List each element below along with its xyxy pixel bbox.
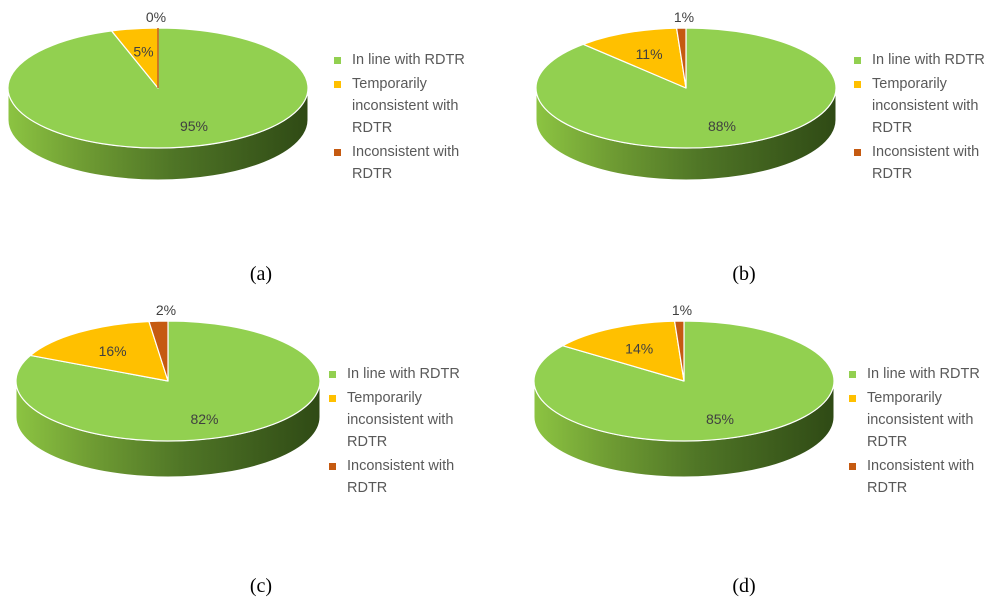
legend-swatch-inconsistent	[329, 463, 336, 470]
legend-swatch-inline	[849, 371, 856, 378]
legend-label-inline: In line with RDTR	[867, 366, 980, 382]
legend-b: In line with RDTR Temporarily inconsisten…	[850, 49, 985, 187]
legend-label-inconsistent-1: Inconsistent with	[867, 458, 975, 474]
data-label: 0%	[146, 9, 166, 25]
data-label: 85%	[706, 411, 734, 427]
legend-swatch-inline	[334, 57, 341, 64]
legend-swatch-inconsistent	[854, 149, 861, 156]
legend-swatch-temporarily	[329, 395, 336, 402]
chart-panel-d: 85% 14% 1% In line with RDTR Temporarily in…	[500, 301, 1000, 602]
data-label: 11%	[636, 46, 663, 62]
legend-label-temporarily-1: Temporarily	[867, 390, 942, 406]
slice-temporarily-inconsistent	[562, 320, 685, 382]
legend-swatch-temporarily	[334, 81, 341, 88]
pie-chart-c: 82% 16% 2%	[15, 302, 321, 478]
chart-panel-c: 82% 16% 2% In line with RDTR Temporarily in…	[0, 301, 500, 602]
caption-b: (b)	[732, 263, 756, 285]
legend-label-temporarily-1: Temporarily	[352, 76, 427, 92]
legend-label-temporarily-2: inconsistent with	[867, 412, 974, 428]
legend-item-inconsistent: Inconsistent with RDTR	[330, 141, 465, 185]
legend-swatch-temporarily	[849, 395, 856, 402]
slice-inconsistent	[673, 320, 685, 382]
legend-label-inconsistent-2: RDTR	[867, 480, 908, 496]
legend-item-inconsistent: Inconsistent with RDTR	[850, 141, 985, 185]
slice-temporarily-inconsistent	[582, 27, 687, 89]
slice-inconsistent	[148, 320, 169, 382]
legend-item-inline: In line with RDTR	[845, 363, 980, 385]
legend-item-inline: In line with RDTR	[325, 363, 460, 385]
legend-label-temporarily-2: inconsistent with	[352, 98, 459, 114]
caption-c: (c)	[249, 575, 273, 597]
legend-swatch-temporarily	[854, 81, 861, 88]
legend-label-inline: In line with RDTR	[352, 52, 465, 68]
legend-swatch-inconsistent	[849, 463, 856, 470]
legend-swatch-inline	[854, 57, 861, 64]
legend-item-inline: In line with RDTR	[850, 49, 985, 71]
legend-label-inconsistent-2: RDTR	[347, 480, 388, 496]
pie-chart-b: 88% 11% 1%	[535, 9, 837, 181]
legend-label-inconsistent-1: Inconsistent with	[347, 458, 455, 474]
legend-label-inconsistent-2: RDTR	[872, 166, 913, 182]
legend-item-inconsistent: Inconsistent with RDTR	[845, 455, 980, 499]
legend-label-inconsistent-1: Inconsistent with	[872, 144, 980, 160]
data-label: 5%	[133, 43, 153, 59]
legend-label-temporarily-3: RDTR	[352, 120, 393, 136]
legend-label-temporarily-1: Temporarily	[872, 76, 947, 92]
legend-a: In line with RDTR Temporarily inconsisten…	[330, 49, 465, 187]
legend-label-inline: In line with RDTR	[347, 366, 460, 382]
data-label: 95%	[180, 118, 208, 134]
chart-panel-b: 88% 11% 1% In line with RDTR Temporarily in…	[500, 0, 1000, 301]
data-label: 82%	[190, 411, 218, 427]
slice-in-line	[535, 27, 837, 149]
legend-label-inline: In line with RDTR	[872, 52, 985, 68]
legend-item-temporarily: Temporarily inconsistent with RDTR	[845, 387, 980, 453]
caption-a: (a)	[249, 263, 273, 285]
legend-c: In line with RDTR Temporarily inconsisten…	[325, 363, 460, 501]
legend-item-inconsistent: Inconsistent with RDTR	[325, 455, 460, 499]
data-label: 1%	[674, 9, 694, 25]
legend-label-temporarily-1: Temporarily	[347, 390, 422, 406]
legend-item-temporarily: Temporarily inconsistent with RDTR	[330, 73, 465, 139]
legend-item-temporarily: Temporarily inconsistent with RDTR	[325, 387, 460, 453]
slice-temporarily-inconsistent	[29, 320, 169, 382]
legend-label-temporarily-2: inconsistent with	[347, 412, 454, 428]
chart-panel-a: 95% 5% 0% In line with RDTR Temporarily inc…	[0, 0, 500, 301]
legend-label-inconsistent-2: RDTR	[352, 166, 393, 182]
legend-item-inline: In line with RDTR	[330, 49, 465, 71]
data-label: 2%	[156, 302, 176, 318]
data-label: 16%	[99, 343, 127, 359]
data-label: 1%	[672, 302, 692, 318]
pie-chart-d: 85% 14% 1%	[533, 302, 835, 478]
legend-swatch-inconsistent	[334, 149, 341, 156]
caption-d: (d)	[732, 575, 756, 597]
legend-swatch-inline	[329, 371, 336, 378]
legend-item-temporarily: Temporarily inconsistent with RDTR	[850, 73, 985, 139]
pie-chart-a: 95% 5% 0%	[7, 9, 309, 181]
legend-label-temporarily-3: RDTR	[872, 120, 913, 136]
slice-inconsistent	[675, 27, 687, 89]
legend-label-inconsistent-1: Inconsistent with	[352, 144, 460, 160]
legend-d: In line with RDTR Temporarily inconsisten…	[845, 363, 980, 501]
data-label: 88%	[708, 118, 736, 134]
legend-label-temporarily-3: RDTR	[347, 434, 388, 450]
legend-label-temporarily-3: RDTR	[867, 434, 908, 450]
data-label: 14%	[625, 340, 653, 356]
legend-label-temporarily-2: inconsistent with	[872, 98, 979, 114]
